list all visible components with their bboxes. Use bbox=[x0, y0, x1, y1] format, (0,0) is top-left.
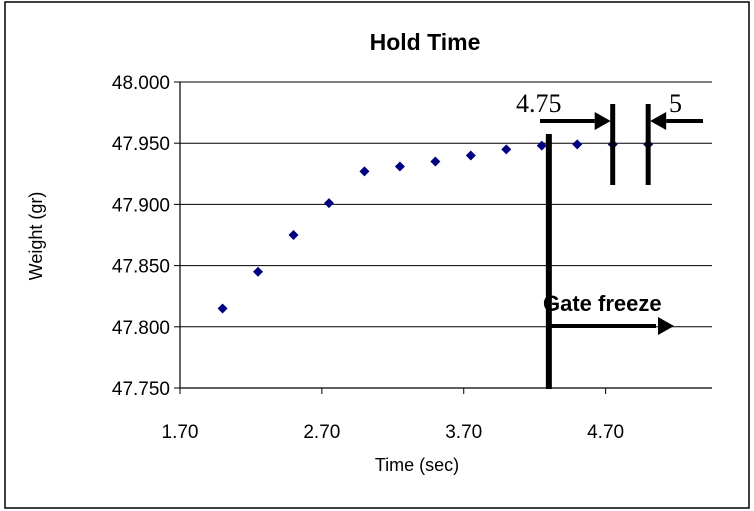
y-axis-label: Weight (gr) bbox=[26, 192, 46, 281]
marker-b-arrow-head bbox=[650, 112, 667, 130]
x-tick-label: 4.70 bbox=[587, 422, 624, 443]
marker-b-label: 5 bbox=[669, 89, 682, 118]
data-point bbox=[430, 156, 441, 167]
data-point bbox=[501, 144, 512, 155]
data-point bbox=[394, 161, 405, 172]
data-point bbox=[217, 303, 228, 314]
data-point bbox=[253, 266, 264, 277]
x-tick-label: 3.70 bbox=[445, 422, 482, 443]
y-tick-label: 47.750 bbox=[112, 379, 170, 400]
y-tick-label: 48.000 bbox=[112, 73, 170, 94]
marker-a-label: 4.75 bbox=[516, 89, 562, 118]
gate-freeze-arrow-head bbox=[658, 317, 674, 335]
x-tick-label: 1.70 bbox=[162, 422, 199, 443]
data-point bbox=[536, 140, 547, 151]
marker-a-arrow-head bbox=[594, 112, 611, 130]
y-tick-label: 47.850 bbox=[112, 257, 170, 278]
gate-freeze-label: Gate freeze bbox=[543, 291, 662, 316]
y-tick-label: 47.900 bbox=[112, 195, 170, 216]
y-tick-labels: 47.750 47.800 47.850 47.900 47.950 48.000 bbox=[112, 73, 170, 400]
y-tick-label: 47.950 bbox=[112, 134, 170, 155]
x-axis-label: Time (sec) bbox=[375, 455, 459, 475]
data-point bbox=[323, 198, 334, 209]
data-point bbox=[572, 139, 583, 150]
x-tick-label: 2.70 bbox=[303, 422, 340, 443]
x-tick-labels: 1.70 2.70 3.70 4.70 bbox=[162, 422, 625, 443]
axes bbox=[174, 81, 712, 394]
data-points bbox=[217, 139, 654, 314]
data-point bbox=[359, 166, 370, 177]
chart-title: Hold Time bbox=[370, 29, 481, 55]
data-point bbox=[465, 150, 476, 161]
outer-border bbox=[4, 1, 750, 509]
y-tick-label: 47.800 bbox=[112, 318, 170, 339]
data-point bbox=[288, 230, 299, 240]
annotations: Gate freeze 4.75 5 bbox=[516, 89, 703, 389]
